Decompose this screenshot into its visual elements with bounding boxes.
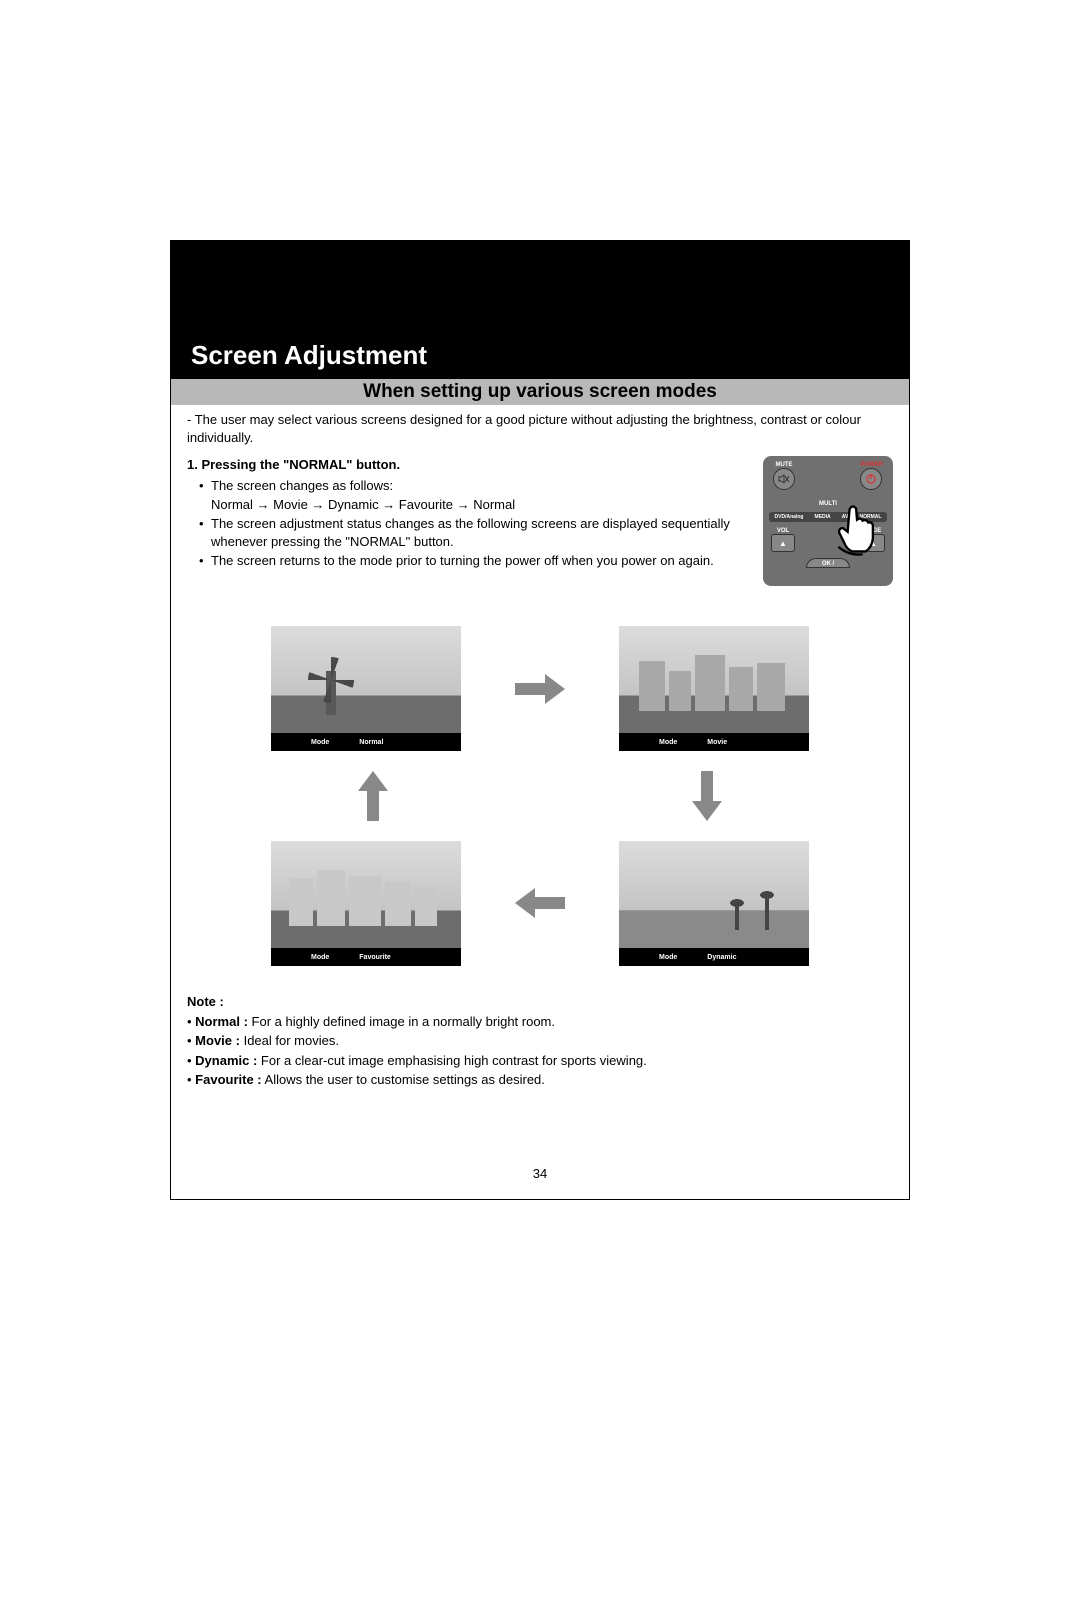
mute-label: MUTE xyxy=(773,462,795,468)
instructions-row: 1. Pressing the "NORMAL" button. The scr… xyxy=(171,456,909,586)
note-item: • Movie : Ideal for movies. xyxy=(187,1031,893,1051)
manual-page: Screen Adjustment When setting up variou… xyxy=(0,40,1080,1567)
note-item: • Dynamic : For a clear-cut image emphas… xyxy=(187,1051,893,1071)
bullet-item: The screen returns to the mode prior to … xyxy=(203,552,753,571)
arrow-up-icon xyxy=(356,769,390,823)
instructions-block: 1. Pressing the "NORMAL" button. The scr… xyxy=(187,456,763,586)
mode-cycle-diagram: Mode Normal Mode Movie Mode Dynamic xyxy=(171,626,909,966)
step-title: 1. Pressing the "NORMAL" button. xyxy=(187,456,753,475)
section-title: Screen Adjustment xyxy=(191,340,427,371)
arrow-left-icon xyxy=(513,886,567,920)
mode-value: Dynamic xyxy=(707,954,736,961)
remote-illustration: MUTE POWER MULTI DVD/Analog xyxy=(763,456,893,586)
mode-label: Mode xyxy=(311,739,329,746)
arrow-down-icon xyxy=(690,769,724,823)
page-number: 34 xyxy=(171,1166,909,1181)
section-header: Screen Adjustment xyxy=(171,241,909,379)
thumb-favourite: Mode Favourite xyxy=(271,841,461,966)
thumb-dynamic: Mode Dynamic xyxy=(619,841,809,966)
thumb-normal: Mode Normal xyxy=(271,626,461,751)
power-icon xyxy=(860,468,882,490)
thumb-movie: Mode Movie xyxy=(619,626,809,751)
sub-banner: When setting up various screen modes xyxy=(171,379,909,405)
mode-value: Normal xyxy=(359,739,383,746)
step-bullets: The screen changes as follows: Normal → … xyxy=(187,477,753,571)
ok-label: OK / xyxy=(806,558,850,568)
mode-value: Favourite xyxy=(359,954,391,961)
power-label: POWER xyxy=(860,462,883,468)
note-title: Note : xyxy=(187,992,893,1012)
arrow-right-icon xyxy=(513,672,567,706)
mode-label: Mode xyxy=(311,954,329,961)
mode-label: Mode xyxy=(659,954,677,961)
mode-value: Movie xyxy=(707,739,727,746)
note-item: • Favourite : Allows the user to customi… xyxy=(187,1070,893,1090)
dvd-label: DVD/Analog xyxy=(775,514,804,520)
pointing-hand-icon xyxy=(829,502,885,558)
bullet-item: The screen changes as follows: Normal → … xyxy=(203,477,753,515)
content-frame: Screen Adjustment When setting up variou… xyxy=(170,240,910,1200)
note-block: Note : • Normal : For a highly defined i… xyxy=(171,966,909,1090)
mute-icon xyxy=(773,468,795,490)
vol-up-icon: ▲ xyxy=(771,534,795,552)
note-item: • Normal : For a highly defined image in… xyxy=(187,1012,893,1032)
mode-label: Mode xyxy=(659,739,677,746)
bullet-item: The screen adjustment status changes as … xyxy=(203,515,753,553)
intro-text: - The user may select various screens de… xyxy=(171,405,909,456)
